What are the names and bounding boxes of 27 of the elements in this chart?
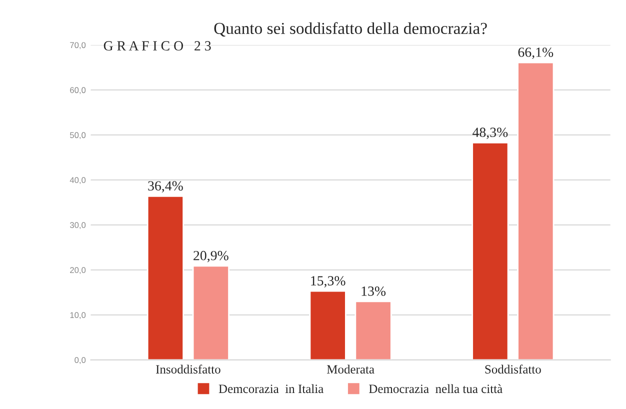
data-label: 36,4%	[148, 181, 183, 193]
y-tick-label: 0,0	[74, 357, 86, 364]
x-tick-label: Insoddisfatto	[156, 364, 220, 374]
bar	[146, 195, 184, 360]
legend-label: Demcorazia in Italia	[218, 384, 324, 394]
bar	[517, 62, 554, 360]
chart-title: Quanto sei soddisfatto della democrazia?	[214, 22, 487, 37]
data-label: 66,1%	[518, 48, 554, 59]
x-tick-label: Moderata	[326, 364, 374, 374]
y-tick-label: 40,0	[70, 177, 86, 184]
data-label: 13%	[362, 286, 386, 296]
data-label: 20,9%	[194, 250, 228, 262]
legend-label: Democrazia nella tua città	[369, 384, 502, 394]
y-tick-label: 50,0	[70, 132, 86, 140]
bar	[354, 300, 392, 360]
bar	[472, 142, 509, 360]
y-tick-label: 70,0	[70, 42, 86, 50]
y-tick-label: 20,0	[70, 267, 86, 274]
x-tick-label: Soddisfatto	[485, 364, 541, 374]
y-tick-label: 60,0	[70, 87, 86, 94]
y-tick-label: 10,0	[70, 312, 86, 320]
bar	[309, 290, 346, 360]
data-label: 48,3%	[472, 128, 508, 140]
annotation: G R A F I C O 2 3	[104, 41, 211, 51]
data-label: 15,3%	[311, 276, 346, 288]
bar	[192, 265, 230, 360]
y-tick-label: 30,0	[70, 222, 86, 230]
